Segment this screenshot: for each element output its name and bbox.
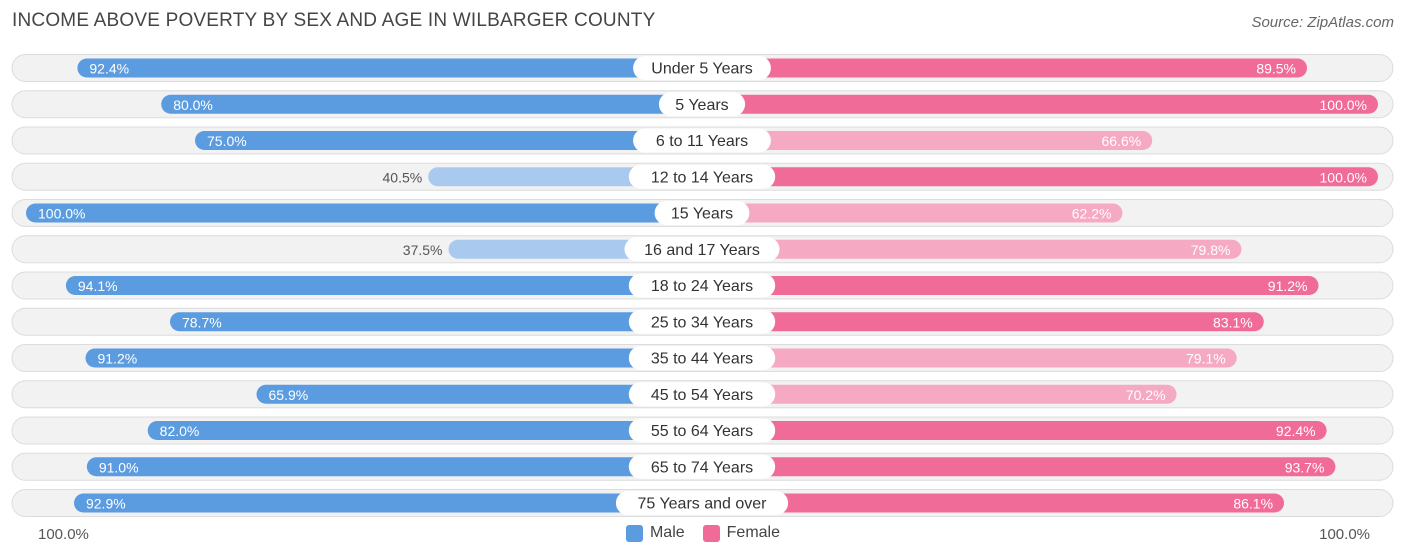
chart-title: INCOME ABOVE POVERTY BY SEX AND AGE IN W… — [12, 10, 656, 31]
category-label: 25 to 34 Years — [651, 314, 753, 331]
category-pill — [633, 56, 771, 80]
male-value-label: 94.1% — [78, 278, 118, 294]
category-pill — [628, 346, 776, 370]
female-bar — [702, 131, 1153, 150]
male-bar — [169, 312, 702, 332]
category-label: Under 5 Years — [651, 61, 752, 78]
female-value-label: 70.2% — [1126, 387, 1166, 403]
male-value-label: 37.5% — [403, 242, 443, 258]
category-label: 75 Years and over — [638, 496, 768, 513]
male-bar — [86, 457, 703, 477]
female-value-label: 79.1% — [1186, 351, 1226, 367]
category-pill — [628, 418, 776, 443]
category-label: 35 to 44 Years — [651, 351, 753, 368]
female-value-label: 79.8% — [1191, 242, 1231, 258]
category-pill — [628, 164, 776, 189]
female-bar — [702, 312, 1264, 332]
category-label: 12 to 14 Years — [651, 169, 753, 186]
male-value-label: 40.5% — [383, 169, 423, 185]
male-bar — [147, 421, 702, 440]
axis-left-label: 100.0% — [38, 526, 89, 543]
male-value-label: 92.9% — [86, 496, 126, 512]
female-bar — [702, 276, 1319, 295]
male-value-label: 91.0% — [99, 459, 139, 475]
female-value-label: 66.6% — [1102, 133, 1142, 149]
category-pill — [654, 201, 750, 225]
category-pill — [628, 382, 776, 407]
legend-item-female[interactable]: Female — [702, 524, 781, 542]
category-pill — [633, 128, 771, 153]
male-bar — [65, 276, 702, 295]
male-value-label: 65.9% — [269, 387, 309, 403]
female-bar — [702, 384, 1177, 404]
male-bar — [195, 131, 702, 150]
category-pill — [624, 237, 780, 262]
male-value-label: 75.0% — [207, 133, 247, 149]
female-bar — [702, 58, 1308, 78]
male-value-label: 92.4% — [89, 61, 129, 77]
category-label: 6 to 11 Years — [656, 133, 748, 150]
female-swatch — [702, 524, 720, 542]
male-bar — [161, 94, 702, 114]
male-swatch — [625, 524, 643, 542]
male-bar — [26, 203, 702, 223]
category-pill — [615, 491, 789, 515]
category-label: 45 to 54 Years — [651, 387, 753, 404]
female-value-label: 100.0% — [1320, 169, 1367, 185]
male-value-label: 100.0% — [38, 206, 85, 222]
category-pill — [628, 454, 776, 479]
male-bar — [256, 384, 702, 404]
category-label: 18 to 24 Years — [651, 278, 753, 295]
legend-female-label: Female — [726, 524, 781, 541]
female-bar — [702, 167, 1378, 187]
female-bar — [702, 239, 1242, 259]
male-value-label: 82.0% — [160, 423, 200, 439]
category-pill — [628, 309, 776, 334]
female-value-label: 86.1% — [1233, 496, 1273, 512]
category-label: 16 and 17 Years — [644, 242, 760, 259]
female-bar — [702, 203, 1123, 223]
category-label: 65 to 74 Years — [651, 459, 753, 476]
female-value-label: 89.5% — [1256, 61, 1296, 77]
female-value-label: 92.4% — [1276, 423, 1316, 439]
female-bar — [702, 493, 1285, 513]
category-label: 5 Years — [675, 97, 728, 114]
female-value-label: 83.1% — [1213, 314, 1253, 330]
category-pill — [658, 92, 746, 117]
male-value-label: 78.7% — [182, 314, 222, 330]
female-bar — [702, 421, 1327, 440]
legend-male-label: Male — [649, 524, 685, 541]
female-value-label: 91.2% — [1268, 278, 1308, 294]
legend-item-male[interactable]: Male — [625, 524, 685, 542]
female-value-label: 93.7% — [1285, 459, 1325, 475]
male-bar — [73, 493, 703, 513]
legend: Male Female — [0, 524, 1406, 542]
female-value-label: 100.0% — [1320, 97, 1367, 113]
male-value-label: 80.0% — [173, 97, 213, 113]
female-bar — [702, 457, 1336, 477]
female-value-label: 62.2% — [1072, 206, 1112, 222]
female-bar — [702, 94, 1378, 114]
category-label: 15 Years — [671, 206, 733, 223]
diverging-bar-chart: 92.4% 89.5% Under 5 Years 80.0% 100.0% 5 Year… — [11, 54, 1394, 517]
source-label: Source: ZipAtlas.com — [1251, 14, 1394, 31]
male-value-label: 91.2% — [97, 351, 137, 367]
female-bar — [702, 348, 1237, 368]
male-bar — [77, 58, 703, 78]
category-pill — [628, 273, 776, 298]
male-bar — [85, 348, 703, 368]
axis-right-label: 100.0% — [1319, 526, 1370, 543]
category-label: 55 to 64 Years — [651, 423, 753, 440]
